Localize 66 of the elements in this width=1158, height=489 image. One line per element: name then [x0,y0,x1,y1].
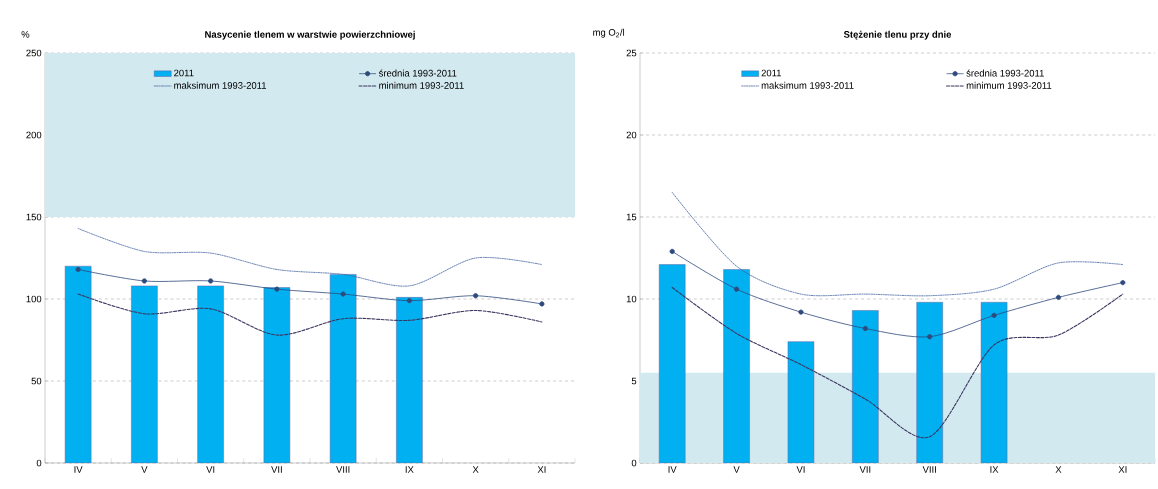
x-tick-label: VI [206,466,215,473]
point [862,325,868,332]
bar [916,302,943,463]
point [1055,294,1062,300]
chart-title: Stężenie tlenu przy dnie [843,30,952,40]
x-tick-label: VII [859,466,871,473]
x-tick-label: IX [990,466,999,473]
y-tick-label: 150 [26,213,42,221]
x-tick-label: V [141,466,148,473]
y-axis-title: mg O$_{2}$/l [593,28,625,38]
legend-label: 2011 [761,69,781,77]
line-series [77,228,543,287]
x-tick-label: VI [796,466,805,473]
legend-label: minimum 1993-2011 [966,81,1052,89]
point [75,266,81,273]
legend-label: maksimum 1993-2011 [174,81,267,89]
bar [980,302,1008,463]
point [340,291,346,297]
y-tick-label: 25 [626,49,637,57]
y-tick-label: 50 [31,377,42,385]
y-tick-label: 5 [631,377,637,385]
point [141,278,147,284]
legend-label: średnia 1993-2011 [378,69,457,77]
x-tick-label: X [1055,466,1062,473]
point [798,309,804,315]
bar [723,269,750,463]
x-tick-label: VIII [922,466,936,473]
legend-label: średnia 1993-2011 [966,69,1044,77]
x-tick-label: X [472,466,479,473]
point [991,312,997,318]
bar [852,310,879,463]
y-tick-label: 250 [26,49,42,57]
point [274,286,280,292]
point [406,298,412,304]
y-tick-label: 10 [626,295,637,303]
point [927,334,933,340]
y-tick-label: 200 [26,131,42,139]
y-tick-label: 0 [631,459,637,467]
y-tick-label: 100 [26,295,42,303]
x-tick-label: VIII [336,466,350,473]
legend-label: maksimum 1993-2011 [761,81,854,89]
y-tick-label: 0 [36,459,42,467]
line-series [77,293,543,336]
point [473,293,479,299]
x-tick-label: XI [1118,466,1127,473]
x-tick-label: V [733,466,740,473]
point [669,248,675,255]
x-tick-label: VII [271,466,282,473]
bar [658,264,686,463]
y-tick-label: 15 [626,213,637,221]
y-tick-label: 20 [626,131,637,139]
x-tick-label: IV [668,466,677,473]
x-tick-label: IX [405,466,414,473]
x-tick-label: XI [537,466,546,473]
point [539,301,545,307]
legend-label: minimum 1993-2011 [379,81,464,89]
y-axis-title: % [21,31,30,38]
point [1120,280,1126,286]
line-series [671,192,1124,297]
bar [787,341,815,463]
point [208,278,214,284]
x-tick-label: IV [74,466,83,473]
chart-title: Nasycenie tlenem w warstwie powierzchniowej [205,30,415,40]
legend-label: 2011 [174,69,194,77]
point [733,286,740,292]
line-series [671,286,1124,439]
